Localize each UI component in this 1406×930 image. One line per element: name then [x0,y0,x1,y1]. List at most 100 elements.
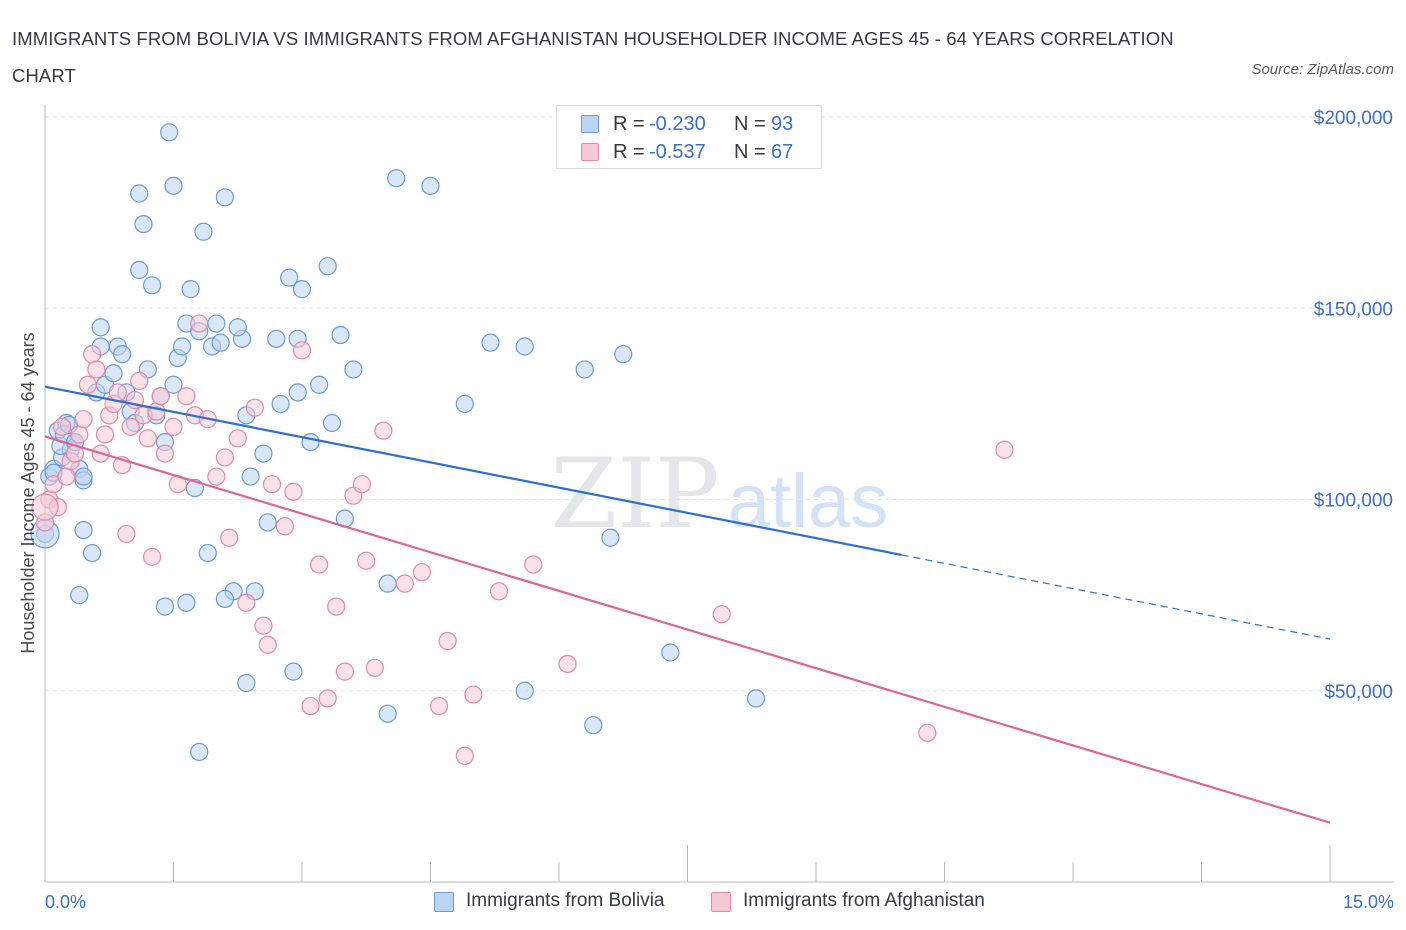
data-point-bolivia [211,333,230,352]
data-point-bolivia [164,375,183,394]
legend-n-value-bolivia: 93 [771,113,794,135]
data-point-afghanistan [438,631,457,651]
data-point-bolivia [142,276,162,295]
legend-swatch-afghanistan [581,143,599,161]
series-afghanistan [31,314,1014,765]
data-point-afghanistan [220,528,239,547]
data-point-bolivia [378,704,397,723]
data-point-afghanistan [455,746,474,765]
data-point-bolivia [164,176,183,195]
data-point-afghanistan [258,635,277,654]
data-point-bolivia [378,574,397,593]
y-tick-label: $150,000 [1314,299,1393,320]
chart-title: IMMIGRANTS FROM BOLIVIA VS IMMIGRANTS FR… [12,28,1174,86]
data-point-bolivia [241,467,260,486]
data-point-bolivia [280,268,299,287]
data-point-afghanistan [374,421,393,440]
data-point-afghanistan [301,696,320,716]
data-point-bolivia [318,257,337,276]
data-point-bolivia [134,215,153,234]
data-point-afghanistan [121,417,140,436]
data-point-afghanistan [918,723,937,742]
data-point-afghanistan [292,341,312,360]
data-point-bolivia [584,716,603,735]
data-point-bolivia [74,467,93,486]
legend: R = -0.230 N = 93 R = -0.537 N = 67 [556,105,822,169]
data-point-afghanistan [429,696,449,716]
data-point-afghanistan [352,475,372,494]
data-point-bolivia [198,543,217,563]
data-point-bolivia [181,280,200,299]
bottom-legend-swatch-afghanistan [711,892,731,912]
data-point-bolivia [292,280,312,299]
trend-lines [44,385,1331,824]
trend-line-afghanistan [44,435,1331,824]
data-point-bolivia [344,360,363,379]
data-point-bolivia [74,520,93,540]
data-point-bolivia [455,394,474,413]
data-point-afghanistan [117,524,136,544]
data-point-afghanistan [712,605,731,624]
data-point-bolivia [481,333,500,352]
data-point-bolivia [614,345,633,364]
data-point-bolivia [177,593,196,612]
data-point-bolivia [207,314,226,333]
data-point-bolivia [190,742,209,762]
trend-line-bolivia [44,385,902,557]
data-point-afghanistan [164,417,183,436]
legend-row-afghanistan: R = -0.537 N = 67 [557,138,821,166]
data-point-afghanistan [87,360,106,379]
data-point-afghanistan [237,593,256,612]
data-point-bolivia [172,337,192,356]
legend-n-label: N = [734,141,766,163]
y-tick-label: $50,000 [1324,682,1393,703]
watermark-zip: ZIP [550,438,719,550]
data-point-bolivia [215,188,234,207]
data-point-bolivia [746,689,766,708]
data-point-afghanistan [155,444,175,463]
data-point-afghanistan [190,314,209,333]
data-point-afghanistan [74,410,93,429]
x-tick-label-min: 0.0% [45,892,86,912]
legend-r-label: R = [613,141,645,163]
data-point-bolivia [601,528,620,547]
data-point-bolivia [130,260,149,280]
data-point-bolivia [301,433,320,452]
legend-r-label: R = [613,113,645,135]
legend-swatch-bolivia [581,115,599,133]
data-point-afghanistan [95,425,115,444]
data-point-bolivia [112,345,132,364]
data-point-afghanistan [151,387,170,406]
chart-source: Source: ZipAtlas.com [1251,61,1394,78]
data-point-afghanistan [108,383,127,402]
data-point-bolivia [661,643,680,662]
data-point-afghanistan [31,493,59,521]
data-point-afghanistan [147,402,166,421]
data-point-afghanistan [318,689,337,708]
data-point-afghanistan [70,425,89,444]
data-point-afghanistan [395,574,414,593]
data-point-bolivia [237,673,256,693]
data-point-afghanistan [275,517,294,536]
data-point-afghanistan [83,345,102,364]
bottom-legend-swatch-bolivia [434,892,454,912]
data-point-afghanistan [78,375,97,394]
data-point-bolivia [194,222,213,241]
y-axis-label: Householder Income Ages 45 - 64 years [18,332,38,653]
data-point-afghanistan [327,597,346,616]
y-tick-label: $200,000 [1314,108,1393,129]
data-point-bolivia [284,662,303,681]
data-point-bolivia [155,597,175,616]
data-point-bolivia [267,329,286,348]
data-point-afghanistan [524,555,543,574]
y-tick-labels: $50,000 $100,000 $150,000 $200,000 [1314,108,1393,703]
data-point-afghanistan [254,616,273,635]
y-tick-label: $100,000 [1314,491,1393,512]
data-point-afghanistan [262,475,282,494]
data-point-afghanistan [489,582,509,601]
data-point-afghanistan [357,551,376,570]
data-point-bolivia [387,169,406,188]
data-point-bolivia [331,325,350,345]
data-point-afghanistan [464,685,483,704]
